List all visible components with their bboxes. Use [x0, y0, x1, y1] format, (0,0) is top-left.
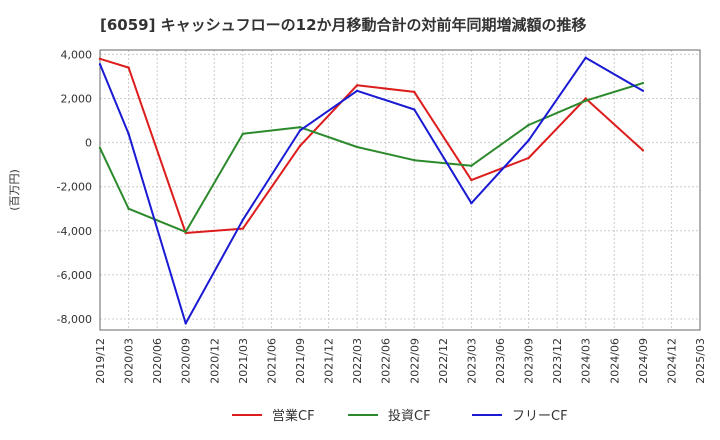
- x-tick-label: 2020/06: [151, 338, 164, 384]
- data-point: [470, 164, 473, 167]
- x-tick-label: 2022/06: [380, 338, 393, 384]
- x-tick-label: 2024/06: [608, 338, 621, 384]
- x-tick-label: 2021/09: [294, 338, 307, 384]
- legend-label: フリーCF: [512, 409, 568, 424]
- plot-frame: [99, 49, 701, 331]
- data-point: [355, 145, 359, 149]
- x-tick-label: 2020/12: [208, 338, 221, 384]
- data-point: [470, 202, 473, 205]
- series-line-1: [99, 57, 644, 234]
- x-tick-label: 2023/12: [551, 338, 564, 384]
- data-point: [527, 156, 530, 160]
- x-tick-label: 2023/03: [465, 338, 478, 384]
- x-tick-label: 2023/09: [523, 338, 536, 384]
- data-point: [355, 84, 359, 87]
- data-point: [527, 123, 530, 127]
- x-tick-label: 2021/06: [265, 338, 278, 384]
- x-tick-label: 2022/12: [437, 338, 450, 384]
- data-point: [584, 56, 587, 59]
- x-tick-label: 2019/12: [94, 338, 107, 384]
- data-point: [355, 89, 359, 92]
- data-point: [127, 132, 130, 135]
- x-tick-label: 2025/03: [694, 338, 707, 384]
- series-line-2: [99, 82, 644, 233]
- y-tick-label: 4,000: [61, 48, 93, 61]
- x-tick-label: 2021/12: [323, 338, 336, 384]
- data-point: [241, 227, 245, 230]
- data-point: [584, 97, 587, 100]
- series-line-3: [99, 56, 644, 325]
- data-point: [641, 89, 645, 92]
- x-tick-label: 2024/12: [665, 338, 678, 384]
- chart-title: [6059] キャッシュフローの12か月移動合計の対前年同期増減額の推移: [100, 16, 587, 34]
- y-tick-label: 0: [85, 137, 92, 150]
- y-tick-label: -4,000: [57, 225, 92, 238]
- x-tick-label: 2021/03: [237, 338, 250, 384]
- x-tick-label: 2022/09: [408, 338, 421, 384]
- y-tick-label: -8,000: [57, 313, 92, 326]
- data-point: [470, 178, 473, 182]
- data-point: [413, 90, 416, 94]
- x-tick-label: 2022/03: [351, 338, 364, 384]
- legend-label: 投資CF: [388, 408, 431, 424]
- data-point: [641, 81, 645, 85]
- data-point: [527, 139, 530, 142]
- data-point: [184, 322, 187, 325]
- y-tick-label: -6,000: [57, 269, 92, 282]
- y-tick-label: 2,000: [61, 93, 93, 106]
- data-point: [298, 144, 302, 148]
- data-point: [641, 149, 645, 152]
- legend-label: 営業CF: [272, 408, 315, 424]
- x-tick-label: 2020/03: [123, 338, 136, 384]
- data-point: [241, 132, 245, 135]
- data-point: [127, 66, 130, 69]
- x-tick-label: 2023/06: [494, 338, 507, 384]
- data-point: [98, 57, 102, 61]
- y-tick-label: -2,000: [57, 181, 92, 194]
- data-point: [241, 218, 245, 221]
- data-point: [413, 159, 416, 162]
- y-axis-label: (百万円): [8, 169, 21, 211]
- x-tick-label: 2024/03: [580, 338, 593, 384]
- data-point: [98, 63, 102, 66]
- data-point: [413, 108, 416, 111]
- data-point: [584, 99, 587, 102]
- data-point: [184, 230, 187, 234]
- data-point: [298, 129, 302, 132]
- x-tick-label: 2020/09: [180, 338, 193, 384]
- data-point: [127, 207, 130, 210]
- data-point: [298, 125, 302, 129]
- data-point: [98, 146, 102, 150]
- x-tick-label: 2024/09: [637, 338, 650, 384]
